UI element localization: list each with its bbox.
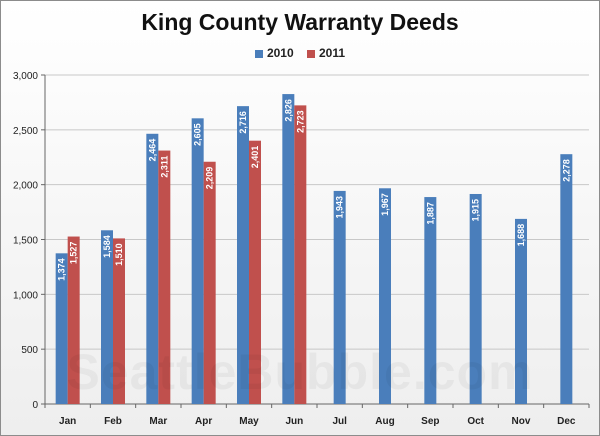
y-tick-label-1000: 1,000 <box>13 290 38 301</box>
x-tick-label-May: May <box>239 416 259 427</box>
bar-2011-Jun <box>294 105 307 404</box>
data-label-2010-Oct: 1,915 <box>471 199 481 222</box>
legend-label-2011: 2011 <box>319 45 346 60</box>
bar-2011-Apr <box>203 161 216 404</box>
legend-swatch-2011 <box>307 49 315 58</box>
x-tick-label-Apr: Apr <box>195 416 212 427</box>
bar-2010-May <box>237 106 249 405</box>
x-tick-label-Dec: Dec <box>557 416 576 427</box>
bar-2011-Feb <box>113 238 125 404</box>
legend-label-2010: 2010 <box>266 45 294 60</box>
data-label-2011-Mar: 2,311 <box>159 156 169 178</box>
data-label-2010-Mar: 2,464 <box>147 139 157 162</box>
data-label-2010-Jul: 1,943 <box>335 196 345 219</box>
y-tick-label-3000: 3,000 <box>13 71 38 82</box>
x-tick-label-Jul: Jul <box>332 416 347 427</box>
y-tick-label-2000: 2,000 <box>13 181 38 192</box>
bar-2010-Sep <box>424 197 437 404</box>
bar-2010-Mar <box>146 133 159 405</box>
x-tick-label-Aug: Aug <box>375 416 394 427</box>
data-label-2010-Sep: 1,887 <box>425 202 435 225</box>
x-tick-label-Mar: Mar <box>149 416 167 427</box>
data-label-2011-May: 2,401 <box>250 146 260 169</box>
x-tick-label-Feb: Feb <box>104 416 122 427</box>
data-label-2011-Apr: 2,209 <box>205 167 215 190</box>
x-tick-label-Jan: Jan <box>59 416 76 427</box>
bar-2011-Mar <box>158 150 171 404</box>
bar-2010-Nov <box>515 218 527 404</box>
x-tick-label-Jun: Jun <box>285 416 303 427</box>
data-label-2010-Jun: 2,826 <box>283 99 293 122</box>
data-label-2011-Feb: 1,510 <box>114 243 124 266</box>
y-tick-label-0: 0 <box>32 400 38 411</box>
chart-title: King County Warranty Deeds <box>141 9 459 35</box>
legend-swatch-2010 <box>254 49 263 58</box>
bar-2010-Jul <box>333 190 346 404</box>
data-label-2010-Aug: 1,967 <box>380 193 390 216</box>
data-label-2010-Nov: 1,688 <box>516 224 526 247</box>
x-tick-label-Nov: Nov <box>512 416 531 427</box>
bar-2010-Apr <box>191 118 204 405</box>
bar-2010-Oct <box>469 193 482 404</box>
legend: 2010 2011 <box>1 45 599 60</box>
data-label-2011-Jun: 2,723 <box>295 110 305 133</box>
y-tick-label-2500: 2,500 <box>13 126 38 137</box>
data-label-2010-Apr: 2,605 <box>193 123 203 146</box>
x-tick-label-Sep: Sep <box>421 416 439 427</box>
data-label-2010-Dec: 2,278 <box>561 159 571 182</box>
bar-2011-May <box>249 140 261 404</box>
y-tick-label-1500: 1,500 <box>13 236 38 247</box>
bar-2010-Feb <box>101 230 113 404</box>
data-label-2010-May: 2,716 <box>238 111 248 134</box>
data-label-2010-Feb: 1,584 <box>102 235 112 258</box>
x-tick-label-Oct: Oct <box>467 416 484 427</box>
legend-item-2011: 2011 <box>307 46 345 60</box>
bar-2010-Jan <box>55 253 68 404</box>
bar-2010-Dec <box>560 154 573 404</box>
legend-item-2010: 2010 <box>254 45 294 60</box>
data-label-2011-Jan: 1,527 <box>69 242 79 265</box>
bar-2011-Jan <box>67 236 80 404</box>
bar-2010-Jun <box>282 94 295 404</box>
y-tick-label-500: 500 <box>21 345 38 356</box>
data-label-2010-Jan: 1,374 <box>57 258 67 281</box>
bar-2010-Aug <box>379 188 391 404</box>
